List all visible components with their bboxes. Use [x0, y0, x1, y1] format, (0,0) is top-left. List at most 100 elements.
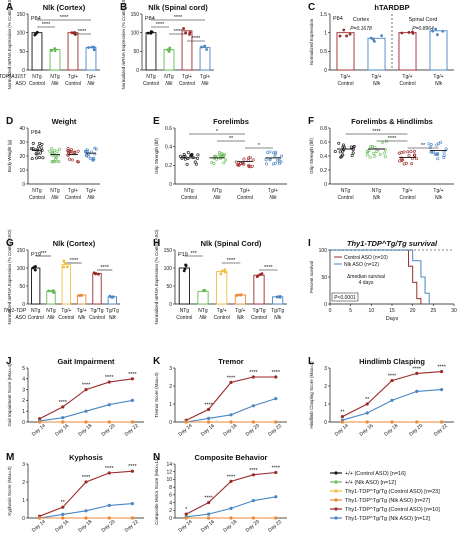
- significance-label: ***: [190, 251, 197, 257]
- data-point: [35, 30, 39, 34]
- data-point: [266, 150, 270, 154]
- series-point: [440, 370, 444, 374]
- x-tick-label: Day 14: [178, 423, 194, 438]
- y-tick-label: 2: [169, 384, 172, 390]
- data-point: [63, 261, 67, 265]
- data-point: [212, 162, 216, 166]
- data-point: [48, 149, 52, 153]
- bar: [178, 267, 190, 305]
- data-point: [53, 47, 57, 50]
- category-label: NTg: [198, 308, 208, 314]
- y-axis-label: Normalized mRNA Expression (% Control AS…: [7, 0, 12, 90]
- panel-letter: I: [308, 238, 311, 249]
- data-point: [256, 274, 260, 278]
- panel-title: Composite Behavior: [195, 453, 268, 462]
- bar: [367, 37, 386, 71]
- y-tick-label: 0: [324, 302, 327, 308]
- category-label: NTg: [341, 188, 351, 194]
- category-label: Tg/+: [340, 74, 350, 80]
- x-tick-label: Day 16: [54, 423, 70, 438]
- data-point: [402, 162, 406, 166]
- data-point: [182, 269, 186, 273]
- category-label: NTg: [46, 308, 56, 314]
- x-tick-label: 10: [369, 308, 375, 314]
- y-tick-label: 0: [22, 516, 25, 522]
- data-point: [57, 147, 61, 151]
- y-tick-label: 1: [22, 498, 25, 504]
- data-point: [400, 159, 404, 163]
- bar: [61, 263, 71, 305]
- category-label: Control: [214, 315, 230, 321]
- category-label: Tg/Tg: [90, 308, 103, 314]
- x-tick-label: 0: [329, 308, 332, 314]
- series-point: [229, 420, 233, 424]
- data-point: [62, 265, 66, 269]
- y-axis-label: Normalized mRNA Expression (% Control AS…: [7, 229, 12, 325]
- series-point: [38, 420, 42, 424]
- category-label: NTg: [32, 74, 42, 80]
- category-label: Tg/+: [240, 188, 250, 194]
- y-axis-label: Grip Strength (lbf): [154, 138, 159, 174]
- panel-letter: B: [120, 2, 127, 13]
- x-tick-label: Day 14: [178, 519, 194, 534]
- data-point: [223, 268, 227, 272]
- x-tick-label: 20: [410, 308, 416, 314]
- data-point: [220, 269, 224, 273]
- series-point: [207, 500, 211, 505]
- panel-title: Nlk (Cortex): [53, 239, 96, 248]
- data-point: [248, 155, 252, 159]
- panel-l: L Hindlimb Clasping 0 1 2 3 Hindlimb Clasping …: [308, 356, 454, 438]
- x-tick-label: Day 20: [245, 519, 261, 534]
- category-label: Control: [399, 195, 415, 201]
- x-axis-label: Days: [386, 316, 399, 322]
- legend-entry: Thy1-TDP^Tg/Tg (Control ASO) [n=10]: [345, 507, 440, 513]
- category-label: NTg: [180, 308, 190, 314]
- data-point: [70, 158, 74, 162]
- data-point: [434, 152, 438, 156]
- significance-label: ****: [100, 265, 109, 271]
- legend-entry: Control ASO (n=10): [344, 255, 388, 261]
- y-tick-label: 100: [17, 266, 26, 272]
- data-point: [210, 160, 214, 164]
- series-point: [84, 409, 88, 413]
- legend-marker: [334, 489, 338, 493]
- series-point: [207, 512, 211, 516]
- x-tick-label: Day 16: [54, 519, 70, 534]
- category-label: Nlk: [78, 315, 86, 321]
- x-tick-label: Day 22: [124, 423, 140, 438]
- significance-label: ****: [227, 474, 236, 480]
- x-tick-label: Day 18: [383, 423, 399, 438]
- y-tick-label: 0.2: [165, 163, 172, 169]
- x-tick-label: 5: [349, 308, 352, 314]
- data-point: [30, 157, 34, 161]
- y-tick-label: 0: [22, 68, 25, 74]
- data-point: [237, 163, 241, 167]
- data-point: [41, 156, 45, 160]
- panel-title: Nlk (Spinal Cord): [201, 239, 262, 248]
- y-tick-label: 0: [22, 182, 25, 188]
- y-tick-label: 100: [319, 248, 328, 254]
- data-point: [277, 295, 281, 299]
- category-label: Tg/+: [433, 74, 443, 80]
- data-point: [277, 156, 281, 160]
- data-point: [87, 46, 90, 49]
- data-point: [348, 32, 352, 36]
- data-point: [31, 146, 35, 150]
- category-label: Control: [28, 315, 44, 321]
- category-label: Control: [237, 195, 253, 201]
- data-point: [168, 46, 172, 50]
- age-label: P19: [31, 252, 41, 258]
- category-label: Nlk: [269, 195, 277, 201]
- data-point: [264, 158, 268, 162]
- legend-marker: [334, 507, 338, 511]
- data-point: [84, 150, 88, 154]
- y-tick-label: 4: [169, 500, 172, 506]
- y-tick-label: 0: [136, 68, 139, 74]
- y-axis-label: Percent survival: [309, 261, 314, 293]
- series-point: [130, 377, 134, 381]
- panel-e: E Forelimbs 0 0.2 0.4 0.6 Grip Strength (lbf) N…: [153, 116, 287, 201]
- data-point: [203, 289, 207, 293]
- x-tick-label: Day 20: [101, 519, 117, 534]
- series-point: [84, 388, 88, 392]
- category-label: Nlk: [373, 81, 381, 87]
